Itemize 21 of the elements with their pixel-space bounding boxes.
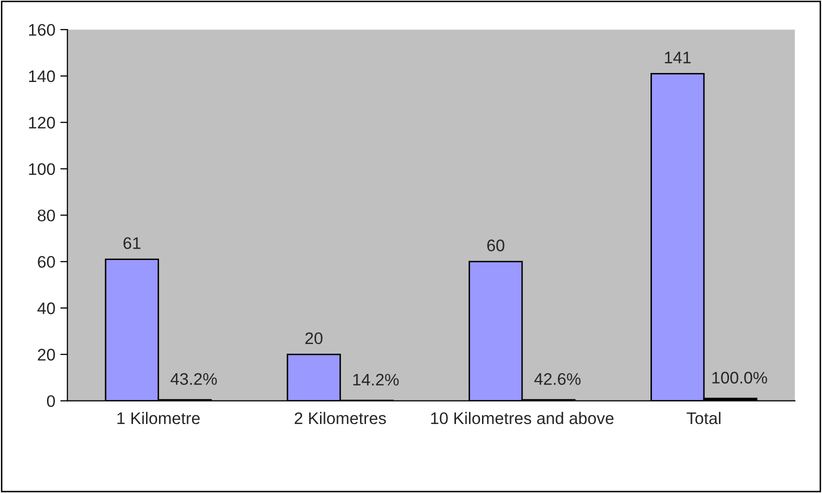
data-label: 20 [305, 332, 322, 344]
x-tick-label: 2 Kilometres [294, 412, 386, 424]
x-tick-label: 1 Kilometre [117, 412, 200, 424]
y-tick-label: 20 [38, 348, 55, 361]
data-label: 14.2% [353, 374, 399, 386]
data-label: 42.6% [534, 373, 581, 385]
y-tick-label: 120 [29, 116, 55, 129]
y-tick-label: 140 [29, 70, 55, 82]
y-tick-label: 0 [46, 395, 55, 408]
x-tick-label: Total [686, 412, 720, 424]
y-tick-label: 40 [37, 302, 55, 314]
data-label: 60 [487, 240, 504, 252]
y-tick-label: 100 [29, 163, 55, 175]
data-label: 100.0% [712, 372, 768, 384]
x-tick-label: 10 Kilometres and above [431, 412, 614, 424]
data-label: 61 [124, 237, 140, 250]
y-tick-label: 80 [38, 210, 55, 222]
data-label: 141 [664, 52, 691, 64]
y-tick-label: 60 [38, 256, 55, 268]
y-tick-label: 160 [29, 24, 55, 36]
data-label: 43.2% [170, 373, 217, 385]
